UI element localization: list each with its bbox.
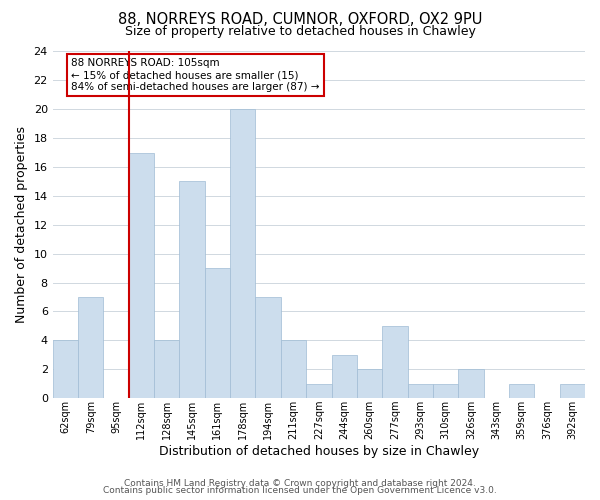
Text: Contains HM Land Registry data © Crown copyright and database right 2024.: Contains HM Land Registry data © Crown c… <box>124 478 476 488</box>
Text: Contains public sector information licensed under the Open Government Licence v3: Contains public sector information licen… <box>103 486 497 495</box>
Bar <box>205 268 230 398</box>
Bar <box>281 340 306 398</box>
Y-axis label: Number of detached properties: Number of detached properties <box>15 126 28 324</box>
Text: Size of property relative to detached houses in Chawley: Size of property relative to detached ho… <box>125 25 475 38</box>
Bar <box>560 384 585 398</box>
X-axis label: Distribution of detached houses by size in Chawley: Distribution of detached houses by size … <box>159 444 479 458</box>
Bar <box>433 384 458 398</box>
Bar <box>357 369 382 398</box>
Bar <box>382 326 407 398</box>
Text: 88, NORREYS ROAD, CUMNOR, OXFORD, OX2 9PU: 88, NORREYS ROAD, CUMNOR, OXFORD, OX2 9P… <box>118 12 482 28</box>
Bar <box>230 110 256 398</box>
Bar <box>407 384 433 398</box>
Bar <box>509 384 535 398</box>
Bar <box>332 354 357 398</box>
Bar <box>129 152 154 398</box>
Bar <box>306 384 332 398</box>
Bar <box>256 297 281 398</box>
Bar <box>458 369 484 398</box>
Bar <box>154 340 179 398</box>
Bar <box>179 182 205 398</box>
Bar <box>78 297 103 398</box>
Text: 88 NORREYS ROAD: 105sqm
← 15% of detached houses are smaller (15)
84% of semi-de: 88 NORREYS ROAD: 105sqm ← 15% of detache… <box>71 58 320 92</box>
Bar <box>53 340 78 398</box>
